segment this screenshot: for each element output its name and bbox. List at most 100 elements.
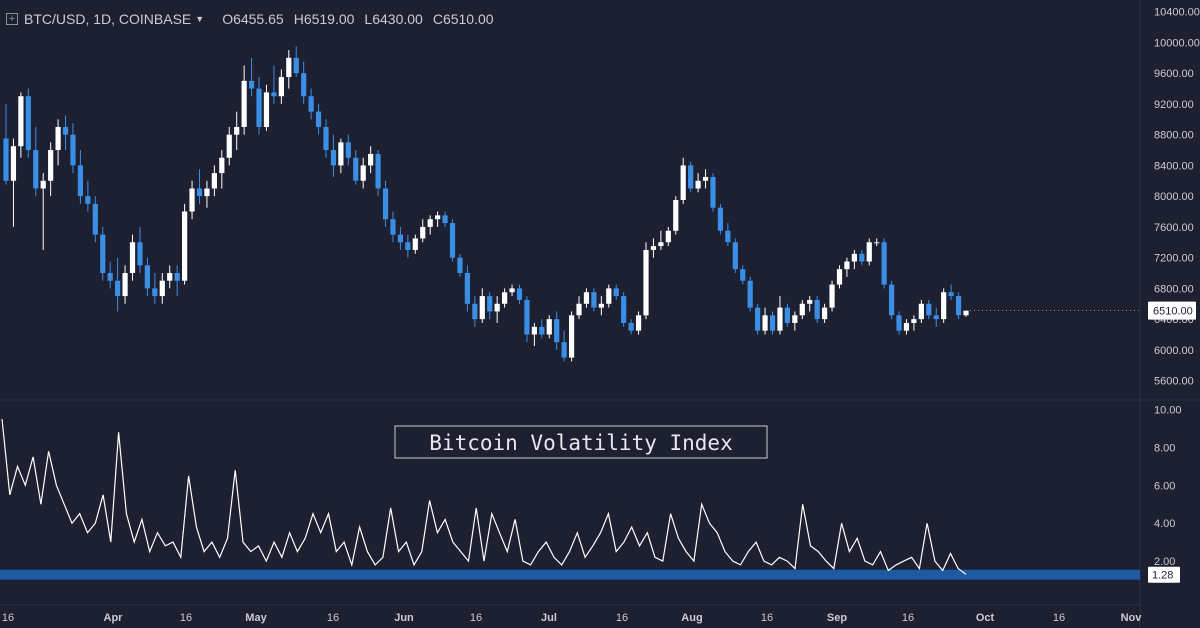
candle-body [948,292,954,297]
candle-body [918,303,924,320]
price-tick-label: 8000.00 [1154,191,1194,203]
candle-body [85,196,91,204]
candle-body [568,315,575,358]
candle-body [464,273,470,304]
candle-body [822,307,828,320]
time-tick-label: 16 [2,612,14,624]
candle-body [397,234,404,243]
volatility-line [1,418,967,575]
open-value: 6455.65 [233,11,284,27]
candle-body [353,157,359,181]
candle-body [211,173,217,189]
time-tick-label: Aug [681,612,702,624]
candle-body [762,315,768,331]
candle-body [115,280,121,297]
candle-body [784,307,790,323]
open-label: O [222,11,234,27]
candle-body [77,165,84,197]
candle-body [866,242,872,262]
symbol-label[interactable]: BTC/USD, 1D, COINBASE [24,11,192,27]
candle-body [621,296,627,323]
volatility-tick-label: 4.00 [1154,518,1175,530]
symbol-header: + BTC/USD, 1D, COINBASE ▼ O6455.65 H6519… [6,10,494,28]
close-value: 6510.00 [442,11,494,27]
volatility-title: Bitcoin Volatility Index [429,431,732,455]
candle-body [650,246,657,250]
time-tick-label: Jun [394,612,414,624]
high-value: 6519.00 [303,11,355,27]
time-tick-label: Sep [827,612,847,624]
time-tick-label: 16 [470,612,482,624]
candle-body [278,77,284,97]
price-tick-label: 7600.00 [1154,222,1194,234]
candle-body [591,292,597,308]
candle-body [449,223,456,258]
candle-body [859,253,865,262]
candle-body [33,150,39,189]
candle-body [137,242,143,266]
volatility-last-badge [1148,566,1180,583]
candle-body [955,296,962,316]
candle-body [613,288,619,297]
price-tick-label: 6800.00 [1154,283,1194,295]
price-tick-label: 10000.00 [1154,37,1200,49]
candle-body [48,150,54,181]
candle-body [635,315,642,331]
candle-body [554,319,560,343]
candle-body [55,126,61,151]
add-symbol-icon[interactable]: + [6,13,18,25]
candle-body [323,126,329,151]
candle-body [673,200,679,231]
candle-body [896,315,902,331]
candle-body [680,165,686,200]
candle-body [308,96,314,112]
time-tick-label: 16 [1053,612,1065,624]
candle-body [129,242,136,274]
candle-body [100,234,106,274]
chevron-down-icon[interactable]: ▼ [195,14,205,24]
volatility-last-label: 1.28 [1152,570,1173,582]
candle-body [390,219,396,235]
price-tick-label: 6000.00 [1154,345,1194,357]
candle-body [122,273,128,297]
candle-body [152,288,158,297]
candle-body [271,92,277,97]
candle-body [442,215,448,224]
candle-body [487,296,493,312]
candle-body [658,242,664,247]
candle-body [941,292,947,320]
candle-body [472,303,478,320]
candle-body [196,188,203,197]
last-price-badge [1148,301,1196,320]
candle-body [874,242,880,244]
candle-body [427,219,433,227]
candle-body [963,310,969,316]
volatility-tick-label: 10.00 [1154,405,1182,417]
candle-body [494,303,500,312]
candle-body [182,211,188,281]
candle-body [92,203,98,235]
price-tick-label: 8800.00 [1154,130,1194,142]
close-label: C [432,11,443,27]
candle-body [368,153,374,166]
candle-body [628,322,634,331]
time-tick-label: 16 [327,612,339,624]
candle-body [598,303,604,308]
price-tick-label: 7200.00 [1154,253,1194,265]
candle-body [40,180,46,189]
candle-body [792,315,798,323]
candle-body [234,126,240,135]
time-tick-label: Oct [976,612,995,624]
candle-body [3,138,9,181]
candle-body [829,284,835,308]
time-tick-label: Jul [541,612,557,624]
candle-body [740,269,746,281]
candle-body [412,238,418,250]
volatility-baseline-band [0,569,1140,580]
time-tick-label: 16 [902,612,914,624]
candle-body [420,226,426,239]
candle-body [643,249,649,316]
candle-body [315,111,322,127]
candle-body [189,188,195,212]
